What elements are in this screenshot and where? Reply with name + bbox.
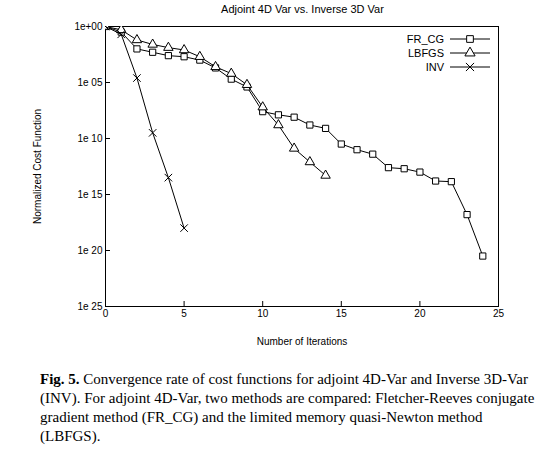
svg-text:5: 5 bbox=[181, 308, 187, 319]
svg-text:Normalized Cost Function: Normalized Cost Function bbox=[32, 109, 43, 224]
svg-text:25: 25 bbox=[493, 308, 505, 319]
svg-text:1e 10: 1e 10 bbox=[77, 133, 102, 144]
html-text:FR_CG: FR_CG bbox=[406, 33, 444, 45]
svg-text:0: 0 bbox=[103, 308, 109, 319]
svg-text:20: 20 bbox=[414, 308, 426, 319]
svg-text:10: 10 bbox=[257, 308, 269, 319]
html-text:INV: INV bbox=[425, 61, 444, 73]
svg-text:1e 05: 1e 05 bbox=[77, 77, 102, 88]
svg-text:1e+00: 1e+00 bbox=[74, 21, 103, 32]
svg-text:1e 25: 1e 25 bbox=[77, 301, 102, 312]
svg-text:Number of Iterations: Number of Iterations bbox=[257, 336, 348, 347]
html-text:LBFGS: LBFGS bbox=[407, 47, 444, 59]
html-text:Adjoint 4D Var vs. Inverse 3D: Adjoint 4D Var vs. Inverse 3D Var bbox=[221, 3, 384, 15]
svg-text:1e 20: 1e 20 bbox=[77, 245, 102, 256]
svg-text:15: 15 bbox=[336, 308, 348, 319]
svg-text:1e 15: 1e 15 bbox=[77, 189, 102, 200]
html-text:Fig. 5. Convergence rate of co: Fig. 5. Convergence rate of cost functio… bbox=[40, 371, 535, 444]
